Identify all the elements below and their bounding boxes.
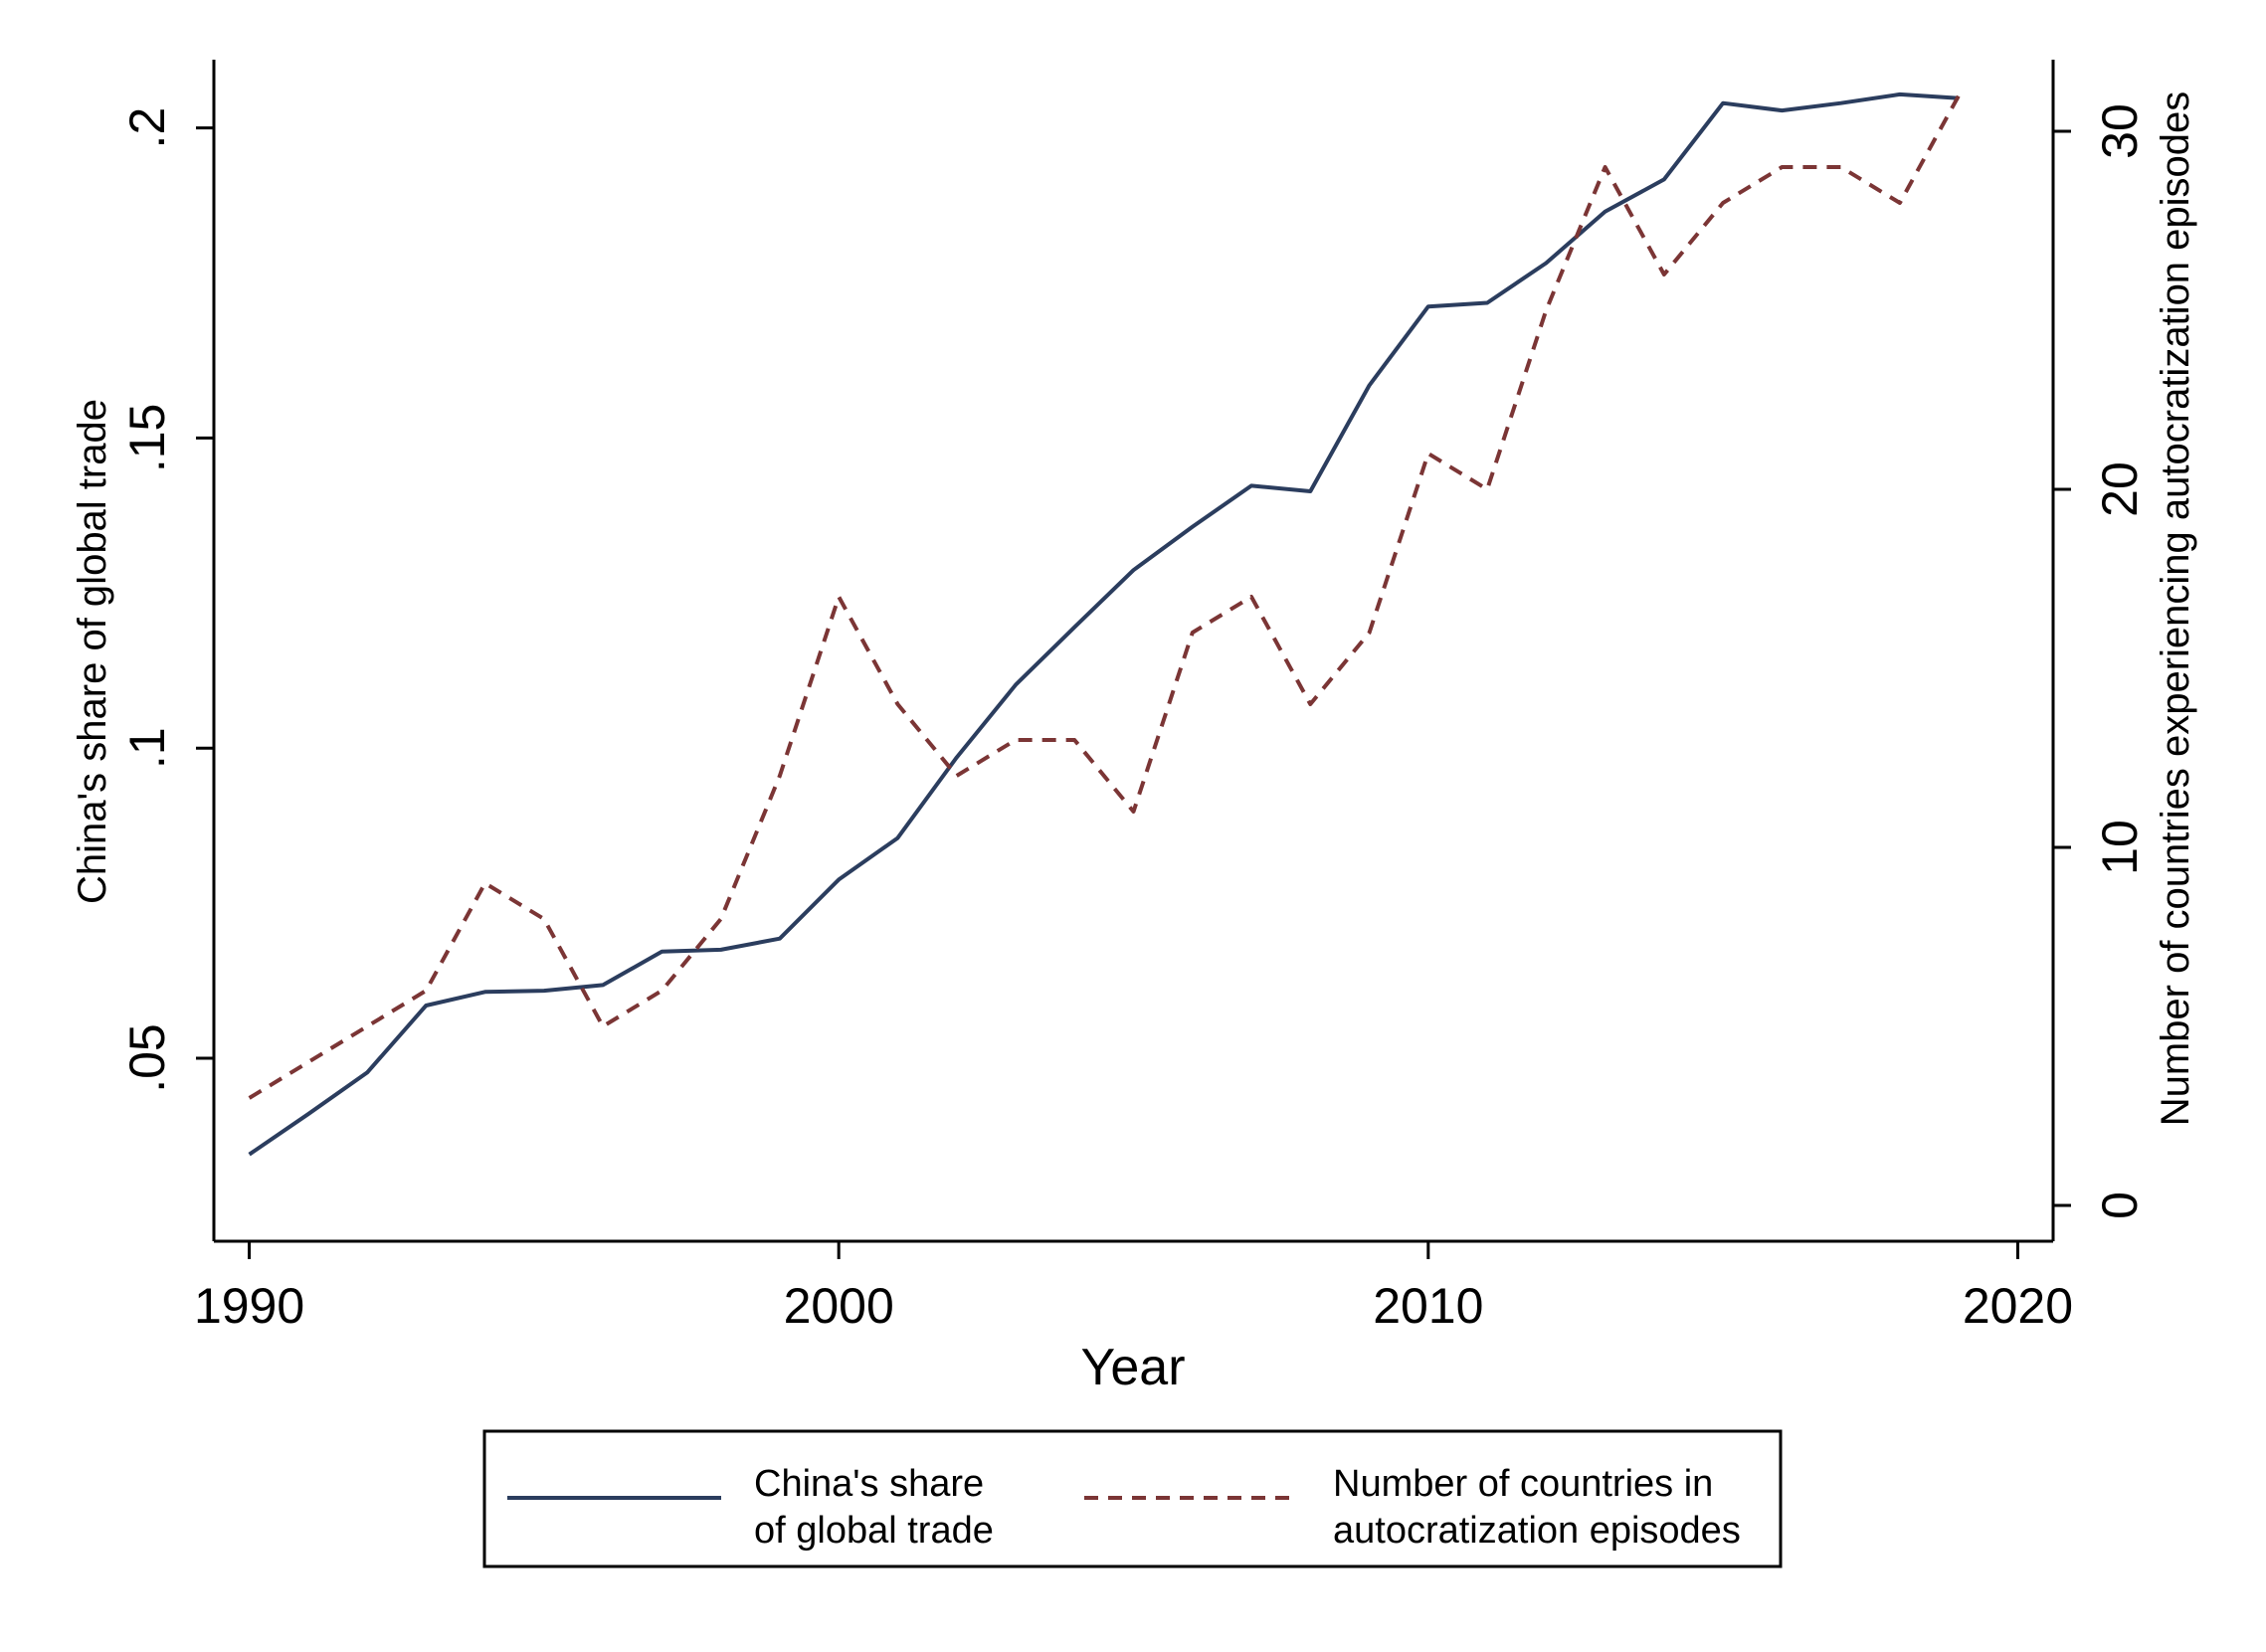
- y-left-axis-ticks: .05 .1 .15 .2: [119, 107, 214, 1093]
- y-right-tick-label: 30: [2092, 103, 2148, 159]
- y-right-axis-title: Number of countries experiencing autocra…: [2154, 92, 2197, 1127]
- plot-frame: [212, 60, 2055, 1243]
- x-tick-label: 2000: [784, 1278, 894, 1334]
- y-right-axis-ticks: 0 10 20 30: [2053, 103, 2148, 1219]
- legend-label-autocratization-line2: autocratization episodes: [1333, 1510, 1741, 1552]
- y-right-tick-label: 10: [2092, 820, 2148, 875]
- y-left-tick-label: .1: [119, 727, 175, 769]
- series-layer: [248, 92, 1961, 1157]
- legend-label-china-share-line2: of global trade: [754, 1510, 994, 1552]
- x-axis-ticks: 1990 2000 2010 2020: [194, 1241, 2073, 1334]
- y-right-tick-label: 0: [2092, 1192, 2148, 1219]
- y-left-tick-label: .05: [119, 1023, 175, 1093]
- x-tick-label: 1990: [194, 1278, 304, 1334]
- x-tick-label: 2020: [1963, 1278, 2073, 1334]
- x-tick-label: 2010: [1373, 1278, 1483, 1334]
- legend: China's share of global trade Number of …: [482, 1429, 1783, 1568]
- y-left-tick-label: .15: [119, 404, 175, 473]
- series-line-china-share: [248, 92, 1960, 1157]
- legend-label-autocratization-line1: Number of countries in: [1333, 1463, 1713, 1505]
- y-left-tick-label: .2: [119, 107, 175, 149]
- legend-label-china-share-line1: China's share: [754, 1463, 984, 1505]
- y-left-axis-title: China's share of global trade: [71, 399, 114, 904]
- series-line-autocratization: [248, 94, 1961, 1100]
- y-right-tick-label: 20: [2092, 461, 2148, 517]
- x-axis-title: Year: [1080, 1339, 1185, 1396]
